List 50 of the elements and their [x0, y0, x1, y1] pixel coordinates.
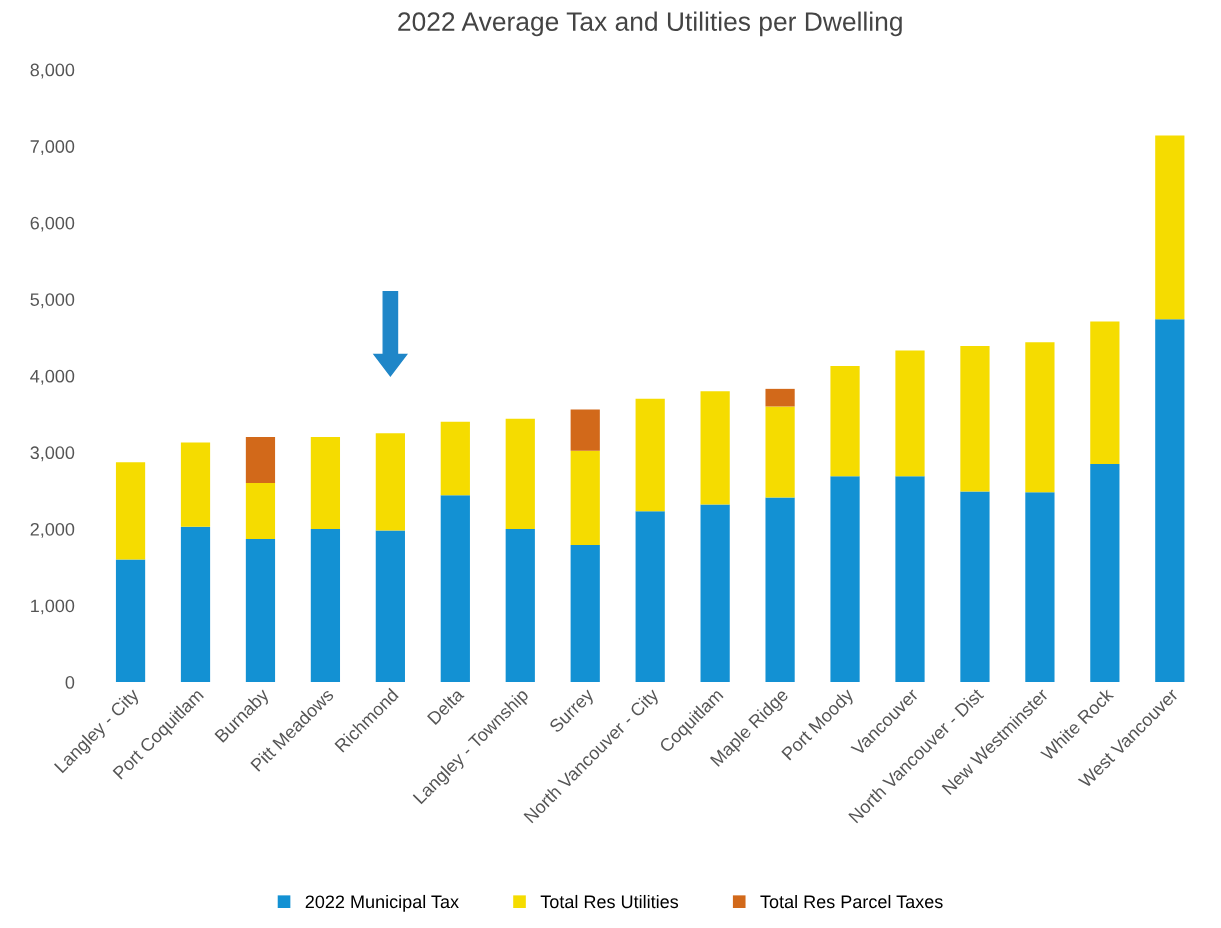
bar	[310, 528, 341, 683]
bar	[1090, 463, 1120, 683]
bar	[1025, 342, 1055, 493]
bar	[440, 495, 470, 683]
bar	[375, 433, 405, 531]
bar	[830, 365, 860, 477]
bar	[1025, 492, 1055, 683]
bar	[895, 476, 925, 683]
y-tick-label: 3,000	[30, 446, 75, 462]
legend-label: Total Res Utilities	[540, 894, 679, 909]
bar	[245, 483, 276, 539]
bar	[115, 559, 146, 683]
bar	[505, 418, 535, 529]
legend-label: 2022 Municipal Tax	[305, 894, 459, 912]
bar	[570, 450, 600, 546]
bar	[180, 526, 211, 683]
bar	[960, 491, 990, 683]
bar	[1090, 321, 1120, 464]
bar	[440, 421, 470, 496]
y-tick-label: 2,000	[30, 522, 75, 538]
bar	[895, 350, 925, 477]
bar	[765, 497, 795, 683]
bar	[700, 504, 730, 683]
y-tick-label: 7,000	[30, 140, 75, 156]
bar	[310, 437, 341, 529]
bar	[570, 409, 600, 451]
bar	[375, 530, 405, 683]
bar	[505, 528, 535, 683]
y-tick-label: 5,000	[30, 293, 75, 309]
y-tick-label: 6,000	[30, 216, 75, 232]
bar	[960, 345, 990, 492]
chart-title: 2022 Average Tax and Utilities per Dwelling	[398, 11, 902, 37]
bar	[765, 388, 795, 407]
bar	[635, 511, 665, 683]
bar	[245, 437, 276, 484]
legend-label: Total Res Parcel Taxes	[760, 894, 943, 909]
bar	[245, 538, 276, 683]
y-tick-label: 1,000	[31, 599, 75, 615]
y-tick-label: 4,000	[30, 369, 75, 385]
bar	[1155, 135, 1185, 320]
bar	[700, 391, 730, 505]
bar	[765, 406, 795, 498]
y-tick-label: 8,000	[30, 63, 75, 79]
bar	[180, 442, 211, 527]
bar	[830, 476, 860, 683]
bar	[570, 545, 600, 683]
bar	[1155, 319, 1185, 683]
bar	[115, 462, 146, 560]
y-tick-label: 0	[65, 676, 75, 689]
bar	[635, 398, 665, 512]
